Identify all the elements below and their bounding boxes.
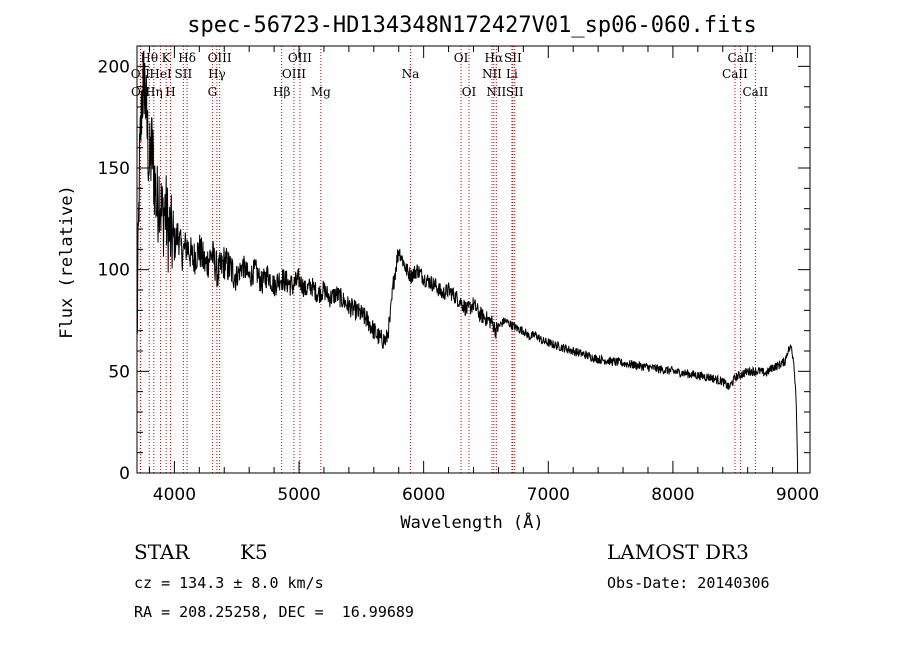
y-tick-label: 150 [98, 159, 130, 179]
x-axis-ticks: 4000 5000 6000 7000 8000 9000 [148, 46, 819, 505]
spectral-line-label: OIII [208, 51, 232, 65]
object-subclass: K5 [240, 540, 268, 564]
spectral-line-label: Hδ [178, 51, 196, 65]
spectral-line-label: NII [486, 85, 506, 99]
spectral-line-label: G [208, 85, 218, 99]
object-class: STAR [134, 540, 190, 564]
x-tick-label: 7000 [527, 485, 570, 505]
spectrum-line [136, 50, 798, 463]
spectral-line-label: OI [454, 51, 469, 65]
survey-name: LAMOST DR3 [607, 540, 749, 564]
y-axis-label: Flux (relative) [57, 185, 77, 339]
spectral-line-label: OIII [288, 51, 312, 65]
y-tick-label: 50 [108, 362, 130, 382]
spectral-line-label: Na [402, 67, 420, 81]
coordinates: RA = 208.25258, DEC = 16.99689 [134, 603, 414, 621]
y-tick-label: 200 [98, 57, 130, 77]
spectral-line-label: Li [506, 67, 518, 81]
spectral-line-label: K [162, 51, 172, 65]
spectral-line-label: OII [131, 67, 151, 81]
spectral-line-label: HeI [149, 67, 172, 81]
spectral-line-label: OI [462, 85, 477, 99]
x-tick-label: 4000 [153, 485, 196, 505]
spectral-line-labels: OIIOIIHθHηHeIKSIIHHδGHγOIIIHβOIIIOIIIMgN… [131, 51, 769, 99]
spectral-line-label: H [165, 85, 175, 99]
spectral-line-label: Mg [311, 85, 331, 99]
spectral-line-label: Hβ [273, 85, 290, 99]
x-axis-label: Wavelength (Å) [400, 511, 543, 533]
spectral-line-label: SII [175, 67, 193, 81]
spectral-line-label: Hα [485, 51, 504, 65]
y-tick-label: 0 [119, 464, 130, 484]
spectral-line-label: CaII [722, 67, 748, 81]
chart-title: spec-56723-HD134348N172427V01_sp06-060.f… [187, 13, 757, 38]
spectral-line-label: SII [506, 85, 524, 99]
y-tick-label: 100 [98, 261, 130, 281]
x-tick-label: 5000 [277, 485, 320, 505]
spectral-line-label: CaII [742, 85, 768, 99]
spectral-line-label: NII [482, 67, 502, 81]
spectral-line-label: SII [504, 51, 522, 65]
redshift-cz: cz = 134.3 ± 8.0 km/s [134, 574, 324, 592]
spectral-line-label: Hγ [208, 67, 226, 81]
spectral-line-label: OIII [282, 67, 306, 81]
spectral-line-label: Hθ [140, 51, 158, 65]
x-tick-label: 9000 [776, 485, 819, 505]
x-tick-label: 8000 [651, 485, 694, 505]
observation-date: Obs-Date: 20140306 [607, 574, 770, 592]
y-axis-ticks: 0 50 100 150 200 [98, 57, 810, 484]
x-tick-label: 6000 [402, 485, 445, 505]
plot-frame [136, 45, 811, 474]
spectral-line-label: CaII [728, 51, 754, 65]
spectral-line-label: Hη [145, 85, 163, 99]
